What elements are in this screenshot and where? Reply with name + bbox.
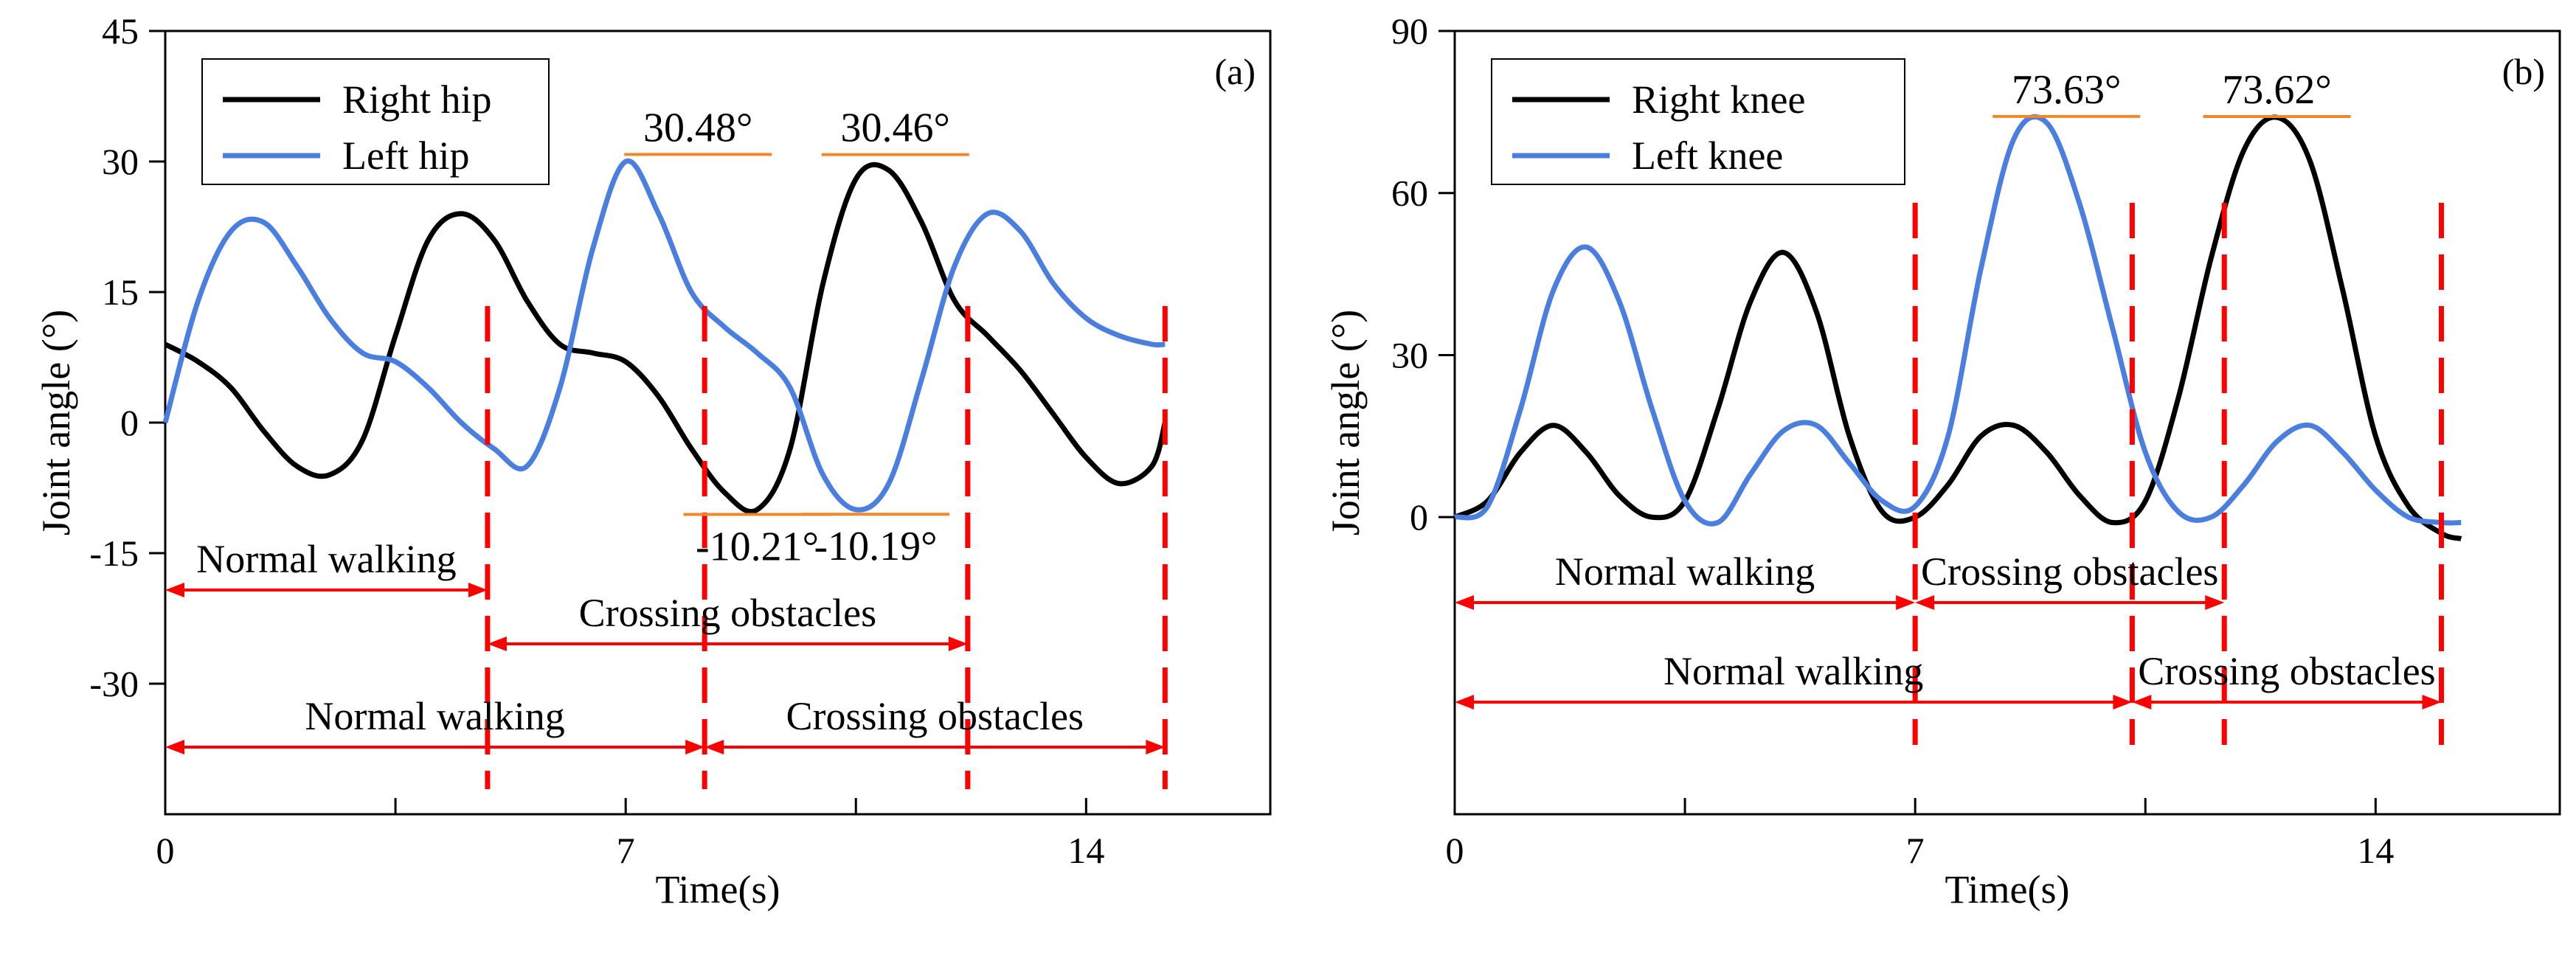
y-tick-label: 0	[1410, 496, 1428, 538]
panel-a-hip-angles: -30 -15 0 15 30 45 0 7 14 Time(s) Joint angle (°) (…	[34, 10, 1272, 912]
plot-frame	[1453, 30, 2561, 816]
segment-arrow-head-right	[2205, 595, 2225, 610]
x-tick-label: 7	[1906, 830, 1925, 871]
x-tick-label: 0	[156, 830, 175, 871]
y-tick-label: 90	[1391, 10, 1428, 52]
series-line-left-knee	[1453, 114, 2462, 527]
annotation-label: -10.21°	[696, 524, 819, 569]
legend-label: Right knee	[1632, 77, 1805, 122]
y-tick-label: 30	[1391, 334, 1428, 375]
segment-label: Crossing obstacles	[1921, 549, 2218, 594]
x-tick-label: 7	[617, 830, 635, 871]
segment-label: Normal walking	[305, 694, 564, 738]
segment-arrow-head-left	[2132, 695, 2152, 710]
legend-label: Left knee	[1632, 133, 1783, 178]
segment-arrow-head-right	[2113, 695, 2133, 710]
segment-arrow-head-left	[165, 740, 184, 754]
y-tick-label: -30	[89, 663, 139, 704]
segment-arrow-head-right	[1896, 595, 1916, 610]
x-axis-title: Time(s)	[1945, 867, 2069, 912]
legend-box	[201, 58, 550, 185]
annotation-label: 30.48°	[643, 105, 752, 150]
segment-label: Normal walking	[196, 537, 456, 581]
segment-label: Crossing obstacles	[786, 694, 1084, 738]
y-axis-title: Joint angle (°)	[1323, 310, 1368, 536]
y-axis-title: Joint angle (°)	[34, 310, 78, 536]
segment-arrow-head-right	[468, 583, 488, 597]
segment-arrow-head-left	[704, 740, 724, 754]
x-tick-label: 14	[2357, 830, 2394, 871]
segment-arrow-head-left	[487, 636, 507, 651]
legend-label: Left hip	[342, 133, 469, 178]
segment-label: Crossing obstacles	[579, 591, 876, 635]
x-tick-label: 14	[1067, 830, 1104, 871]
panel-label: (b)	[2502, 51, 2545, 92]
segment-arrow-head-left	[165, 583, 184, 597]
x-axis-title: Time(s)	[655, 867, 780, 912]
series-line-left-hip	[162, 158, 1166, 513]
legend-label: Right hip	[342, 77, 492, 122]
annotation-label: -10.19°	[814, 524, 937, 569]
y-tick-label: -15	[89, 532, 139, 574]
segment-arrow-head-left	[1455, 695, 1474, 710]
annotation-label: 73.62°	[2222, 67, 2331, 113]
segment-arrow-head-right	[1146, 740, 1166, 754]
segment-arrow-head-left	[1915, 595, 1935, 610]
annotation-label: 73.63°	[2012, 67, 2121, 113]
series-line-right-knee	[1453, 114, 2462, 541]
x-tick-label: 0	[1446, 830, 1464, 871]
y-tick-label: 30	[102, 141, 139, 182]
y-tick-label: 45	[102, 10, 139, 52]
segment-arrow-head-right	[948, 636, 968, 651]
segment-label: Normal walking	[1555, 549, 1815, 594]
panel-label: (a)	[1215, 51, 1256, 92]
annotation-label: 30.46°	[841, 105, 950, 151]
y-tick-label: 0	[120, 402, 139, 443]
y-tick-label: 15	[102, 271, 139, 313]
panel-b-knee-angles: 0 30 60 90 0 7 14 Time(s) Joint angle (°) (b) Righ…	[1323, 10, 2561, 912]
segment-arrow-head-left	[1455, 595, 1474, 610]
segment-label: Normal walking	[1663, 649, 1923, 693]
segment-label: Crossing obstacles	[2138, 649, 2435, 693]
segment-arrow-head-right	[2422, 695, 2442, 710]
legend-box	[1491, 58, 1905, 185]
segment-arrow-head-right	[685, 740, 705, 754]
y-tick-label: 60	[1391, 173, 1428, 214]
series-line-right-hip	[164, 162, 1168, 514]
